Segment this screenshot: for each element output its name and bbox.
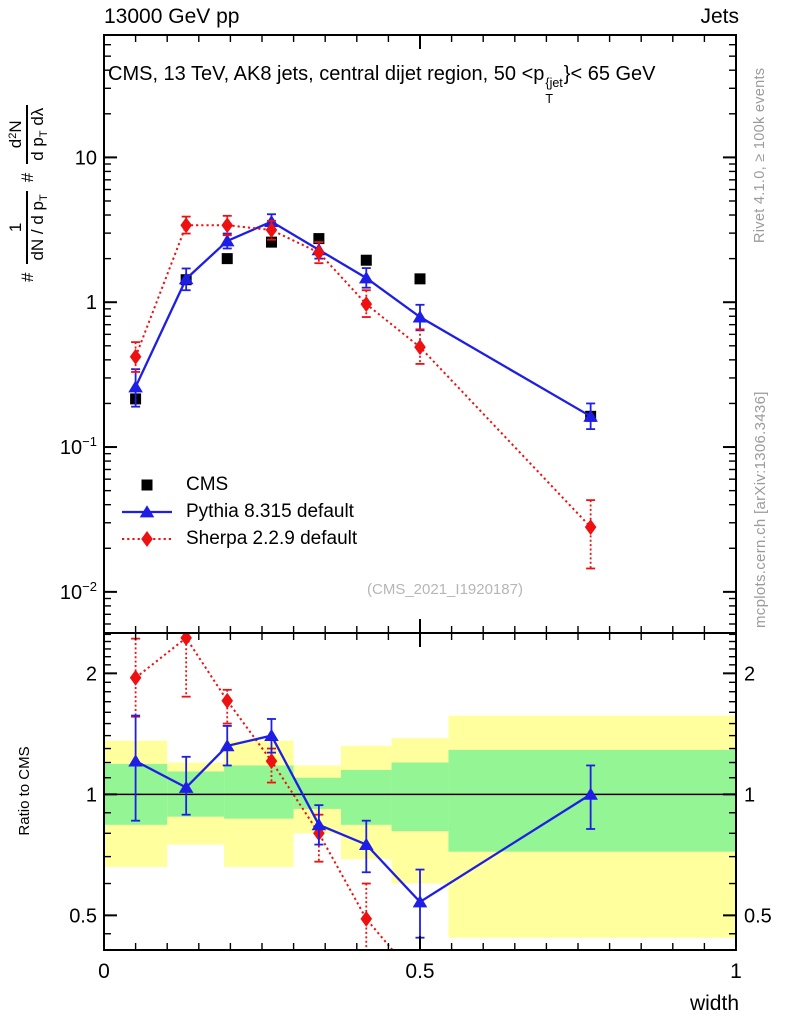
plot-title-text: CMS, 13 TeV, AK8 jets, central dijet reg… [108,63,545,85]
hash-symbol: # [18,272,38,282]
legend-label: Sherpa 2.2.9 default [186,527,358,549]
svg-text:1: 1 [86,292,97,314]
legend-item: CMS [120,471,357,498]
fraction-d2n-dptdlambda: d2N d pT dλ [6,104,51,164]
hash-symbol: # [18,172,38,183]
ratio-pythia-series [128,714,598,939]
svg-text:10−2: 10−2 [60,579,97,604]
pt-superscript-subscript: {jet T [545,76,563,106]
fraction-one-over-dndpt: 1 dN / d pT [6,191,51,264]
svg-text:10: 10 [75,147,97,169]
legend-label: Pythia 8.315 default [186,500,354,522]
beam-energy-label: 13000 GeV pp [104,5,240,28]
main-sherpa-series [129,214,597,570]
x-axis-label: width [689,992,739,1015]
legend-marker-square-icon [141,479,153,490]
legend-marker-diamond-icon [122,530,172,547]
axis-tick-labels: 10 1 10−1 10−2 2 2 1 1 0.5 0.5 0 0.5 1 [60,147,772,983]
legend-item: Pythia 8.315 default [120,498,357,525]
main-y-axis-label: # 1 dN / d pT # d2N d pT dλ [6,104,51,282]
analysis-group-label: Jets [700,5,739,28]
svg-text:10−1: 10−1 [60,434,97,459]
legend: CMS Pythia 8.315 default Sherpa 2.2.9 defa… [120,471,357,552]
main-cms-series [130,233,597,422]
plot-title-tail: }< 65 GeV [563,63,656,85]
svg-text:0.5: 0.5 [744,905,772,927]
svg-text:2: 2 [86,663,97,685]
axis-ticks [103,35,737,950]
svg-text:1: 1 [744,784,755,806]
svg-text:1: 1 [730,960,742,983]
svg-text:0: 0 [98,960,110,983]
analysis-id-watermark: (CMS_2021_I1920187) [367,581,523,598]
rivet-version-note: Rivet 4.1.0, ≥ 100k events [752,67,768,243]
plot-title: CMS, 13 TeV, AK8 jets, central dijet reg… [108,63,656,105]
legend-marker-triangle-icon [122,504,172,517]
svg-text:0.5: 0.5 [69,905,97,927]
ratio-y-axis-label: Ratio to CMS [16,746,33,836]
main-pythia-series [128,213,598,431]
mcplots-reference-note: mcplots.cern.ch [arXiv:1306.3436] [752,391,769,628]
legend-item: Sherpa 2.2.9 default [120,525,357,552]
svg-text:0.5: 0.5 [405,960,434,983]
legend-label: CMS [186,473,229,495]
svg-text:2: 2 [744,663,755,685]
svg-text:1: 1 [86,784,97,806]
